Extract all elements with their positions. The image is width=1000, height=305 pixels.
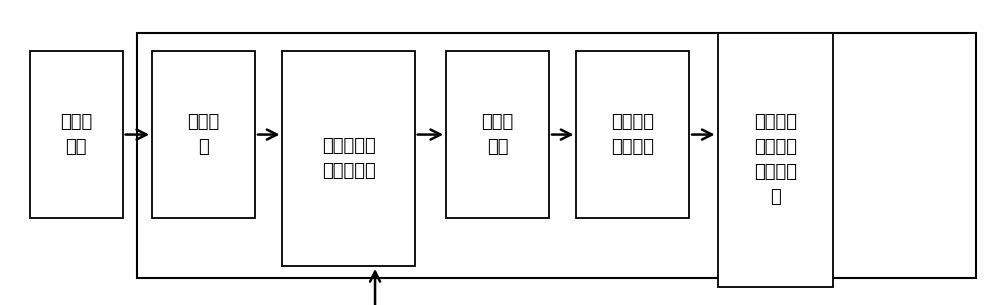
Bar <box>718 33 833 287</box>
Text: 预充电及旁
路开关电路: 预充电及旁 路开关电路 <box>322 137 375 180</box>
Text: 电流互
感器: 电流互 感器 <box>60 113 92 156</box>
Text: 整流电
路: 整流电 路 <box>187 113 220 156</box>
Bar <box>446 51 549 218</box>
Bar <box>282 51 415 266</box>
Text: 并联电
容器: 并联电 容器 <box>481 113 514 156</box>
Text: 线路故障
检测装置
及逻辑电
路: 线路故障 检测装置 及逻辑电 路 <box>754 113 797 206</box>
Bar <box>576 51 689 218</box>
Text: 双向可控
开关电路: 双向可控 开关电路 <box>611 113 654 156</box>
Bar <box>152 51 255 218</box>
Bar <box>30 51 123 218</box>
Bar <box>137 33 976 278</box>
